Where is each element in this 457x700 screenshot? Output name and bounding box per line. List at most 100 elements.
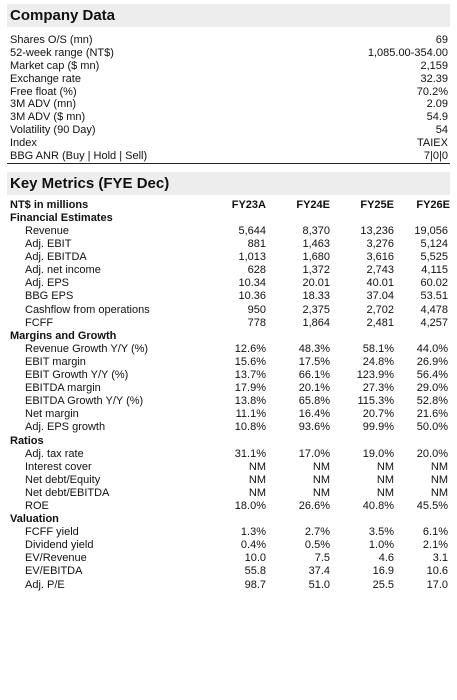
metric-value: NM bbox=[248, 460, 266, 473]
metric-row: ROE 18.0% 26.6% 40.8% 45.5% bbox=[7, 500, 450, 513]
metric-label: EBIT Growth Y/Y (%) bbox=[25, 369, 129, 382]
metric-value: 18.0% bbox=[234, 499, 266, 512]
metric-row: EBIT Growth Y/Y (%) 13.7% 66.1% 123.9% 56.4% bbox=[7, 369, 450, 382]
metric-value: 115.3% bbox=[357, 395, 395, 408]
col-header-fy23a: FY23A bbox=[231, 198, 266, 211]
metric-value: 1,463 bbox=[302, 238, 330, 251]
metric-value: 44.0% bbox=[416, 342, 448, 355]
company-data-value: 70.2% bbox=[416, 85, 448, 98]
metric-row: Interest cover NM NM NM NM bbox=[7, 461, 450, 474]
metric-row: EBITDA Growth Y/Y (%) 13.8% 65.8% 115.3% 52.… bbox=[7, 395, 450, 408]
metric-value: 20.1% bbox=[298, 382, 330, 395]
metric-value: 4,257 bbox=[420, 316, 448, 329]
metric-row: Revenue Growth Y/Y (%) 12.6% 48.3% 58.1% 44.… bbox=[7, 343, 450, 356]
company-data-row: 3M ADV (mn) 2.09 bbox=[7, 98, 450, 111]
metric-value: 3,276 bbox=[366, 238, 394, 251]
metric-value: 778 bbox=[247, 316, 266, 329]
metric-label: Adj. tax rate bbox=[25, 447, 84, 460]
metric-label: Net margin bbox=[25, 408, 79, 421]
metric-row: EBITDA margin 17.9% 20.1% 27.3% 29.0% bbox=[7, 382, 450, 395]
metric-value: 10.8% bbox=[234, 421, 266, 434]
metric-value: 1.3% bbox=[240, 526, 266, 539]
metric-value: 52.8% bbox=[416, 395, 448, 408]
company-data-list: Shares O/S (mn) 69 52-week range (NT$) 1,08… bbox=[7, 34, 450, 164]
company-data-label: Exchange rate bbox=[10, 72, 81, 85]
company-data-value: 54 bbox=[435, 124, 448, 137]
metric-value: 17.5% bbox=[298, 355, 330, 368]
metric-label: Adj. EPS growth bbox=[25, 421, 106, 434]
metric-group-title: Valuation bbox=[10, 513, 59, 526]
company-data-row: Free float (%) 70.2% bbox=[7, 86, 450, 99]
metric-value: 45.5% bbox=[416, 499, 448, 512]
metric-value: 2,702 bbox=[366, 303, 394, 316]
metric-value: 10.34 bbox=[238, 277, 266, 290]
metric-value: NM bbox=[248, 473, 266, 486]
metric-row: FCFF yield 1.3% 2.7% 3.5% 6.1% bbox=[7, 526, 450, 539]
company-data-row: Volatility (90 Day) 54 bbox=[7, 124, 450, 137]
company-data-value: 2.09 bbox=[426, 98, 448, 111]
metric-value: 99.9% bbox=[362, 421, 394, 434]
metric-value: NM bbox=[430, 473, 448, 486]
metric-value: 18.33 bbox=[302, 290, 330, 303]
metric-value: 65.8% bbox=[298, 395, 330, 408]
metric-value: 1,013 bbox=[238, 251, 266, 264]
metric-value: 26.6% bbox=[298, 499, 330, 512]
metric-value: 11.1% bbox=[235, 408, 266, 421]
metric-row: Adj. EPS growth 10.8% 93.6% 99.9% 50.0% bbox=[7, 421, 450, 434]
company-data-title: Company Data bbox=[7, 4, 450, 27]
metric-value: 17.9% bbox=[234, 382, 266, 395]
metric-value: 20.7% bbox=[362, 408, 394, 421]
metric-value: 1,680 bbox=[302, 251, 330, 264]
metric-value: 2.1% bbox=[422, 539, 448, 552]
metric-label: Dividend yield bbox=[25, 539, 94, 552]
company-data-value: 32.39 bbox=[420, 72, 448, 85]
metric-value: 37.04 bbox=[366, 290, 394, 303]
metric-row: Adj. EBIT 881 1,463 3,276 5,124 bbox=[7, 238, 450, 251]
metric-group-title: Financial Estimates bbox=[10, 211, 113, 224]
metric-row: EV/Revenue 10.0 7.5 4.6 3.1 bbox=[7, 552, 450, 565]
metric-value: NM bbox=[430, 486, 448, 499]
metric-value: 50.0% bbox=[416, 421, 448, 434]
key-metrics-table: Financial Estimates Revenue 5,644 8,370 13,2… bbox=[7, 212, 450, 592]
company-data-row: BBG ANR (Buy | Hold | Sell) 7|0|0 bbox=[7, 150, 450, 164]
metric-value: 66.1% bbox=[298, 369, 330, 382]
company-data-label: Shares O/S (mn) bbox=[10, 34, 93, 46]
metric-value: 48.3% bbox=[298, 342, 330, 355]
metric-label: EBIT margin bbox=[25, 355, 86, 368]
metric-group-title: Ratios bbox=[10, 434, 44, 447]
metric-value: 628 bbox=[247, 264, 266, 277]
metric-value: NM bbox=[312, 460, 330, 473]
metric-value: 1,864 bbox=[302, 316, 330, 329]
metric-value: 16.4% bbox=[298, 408, 330, 421]
key-metrics-title: Key Metrics (FYE Dec) bbox=[7, 171, 450, 195]
metric-value: 60.02 bbox=[420, 277, 448, 290]
metric-value: 19.0% bbox=[362, 447, 394, 460]
metric-value: NM bbox=[376, 460, 394, 473]
company-data-row: Shares O/S (mn) 69 bbox=[7, 34, 450, 47]
metric-value: 25.5 bbox=[372, 578, 394, 591]
metric-value: 53.51 bbox=[420, 290, 448, 303]
metric-row: BBG EPS 10.36 18.33 37.04 53.51 bbox=[7, 290, 450, 303]
metric-value: 37.4 bbox=[308, 565, 330, 578]
metric-value: NM bbox=[376, 486, 394, 499]
metric-label: EBITDA Growth Y/Y (%) bbox=[25, 395, 144, 408]
metric-row: Adj. P/E 98.7 51.0 25.5 17.0 bbox=[7, 579, 450, 592]
metric-value: 51.0 bbox=[308, 578, 330, 591]
metric-value: 58.1% bbox=[362, 342, 394, 355]
metric-label: FCFF bbox=[25, 316, 54, 329]
metric-row: Adj. net income 628 1,372 2,743 4,115 bbox=[7, 264, 450, 277]
metric-value: NM bbox=[430, 460, 448, 473]
metric-group-title: Margins and Growth bbox=[10, 329, 117, 342]
metric-value: 0.5% bbox=[304, 539, 330, 552]
metric-value: 15.6% bbox=[234, 355, 266, 368]
metric-value: 10.0 bbox=[244, 552, 266, 565]
company-data-label: BBG ANR (Buy | Hold | Sell) bbox=[10, 150, 148, 163]
metric-value: 17.0% bbox=[298, 447, 330, 460]
units-label: NT$ in millions bbox=[10, 198, 89, 211]
metric-value: 24.8% bbox=[362, 355, 394, 368]
metric-value: 3,616 bbox=[366, 251, 394, 264]
metric-value: 4,478 bbox=[420, 303, 448, 316]
metric-row: Revenue 5,644 8,370 13,236 19,056 bbox=[7, 225, 450, 238]
metric-value: 40.8% bbox=[362, 499, 394, 512]
metric-value: 55.8 bbox=[244, 565, 266, 578]
